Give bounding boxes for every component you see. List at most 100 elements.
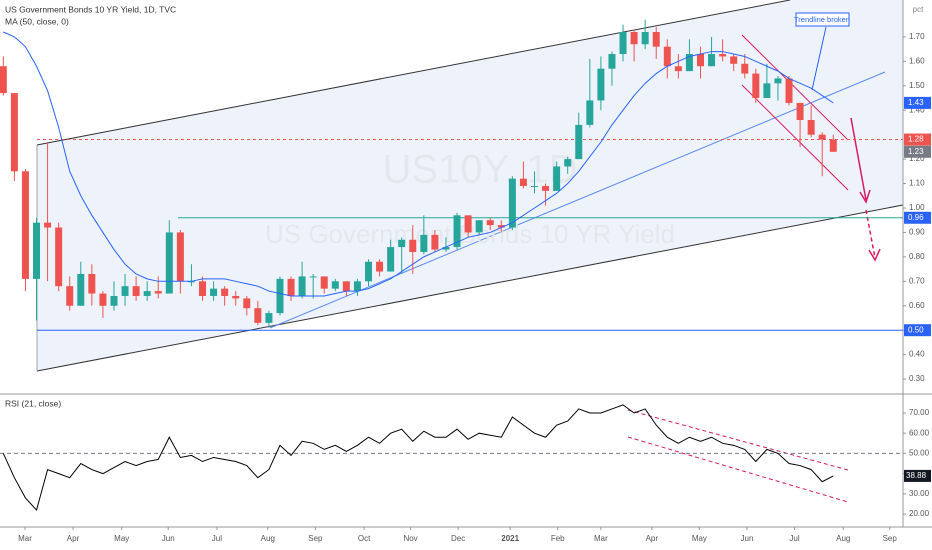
rsi-channel-upper <box>627 409 849 471</box>
x-tick-label: Mar <box>18 534 32 543</box>
x-tick-label: May <box>114 534 129 543</box>
x-tick-label: Apr <box>646 534 659 543</box>
candle-body <box>66 286 74 306</box>
candle-body <box>641 32 649 45</box>
candle-body <box>652 32 660 47</box>
candle-body <box>10 93 18 172</box>
annotation-box <box>795 12 850 27</box>
arrow-head <box>859 189 871 204</box>
x-tick-label: Jul <box>212 534 222 543</box>
rsi-tick-label: 70.00 <box>909 408 930 417</box>
y-tick-label: 0.40 <box>909 350 925 359</box>
rsi-label-box <box>904 469 931 482</box>
x-tick-label: Sep <box>883 534 898 543</box>
candle-body <box>165 232 173 294</box>
price-label-box <box>904 211 931 224</box>
unit-label: pct <box>913 5 924 14</box>
candle-body <box>442 247 450 250</box>
candle-body <box>708 54 716 67</box>
candle-body <box>365 261 373 282</box>
ma-line <box>3 31 834 297</box>
drawings <box>0 0 932 528</box>
candle-body <box>530 185 538 187</box>
candle-body <box>55 227 63 287</box>
arrow <box>850 117 867 201</box>
arrow-head <box>868 248 881 262</box>
candle-body <box>475 220 483 233</box>
candle-body <box>342 281 350 292</box>
x-tick-label: Sep <box>308 534 323 543</box>
candle-body <box>99 293 107 306</box>
candle-body <box>730 56 738 64</box>
price-label: 1.28 <box>908 135 924 144</box>
down-channel-upper <box>741 34 849 141</box>
candle-body <box>232 295 240 299</box>
candle-body <box>0 66 7 94</box>
annotation-arrow <box>811 26 827 91</box>
y-tick-label: 1.60 <box>909 56 925 65</box>
x-tick-label: Oct <box>358 534 371 543</box>
candle-body <box>320 276 328 289</box>
legend-entry: MA (50, close, 0) <box>5 16 69 26</box>
candle-body <box>77 273 85 306</box>
candle-body <box>752 73 760 99</box>
rsi-tick-label: 20.00 <box>909 509 930 518</box>
price-label-box <box>904 145 931 158</box>
annotation: Trendline broken <box>794 15 850 24</box>
candle-body <box>243 298 251 309</box>
price-label: 1.43 <box>908 98 924 107</box>
candle-body <box>553 166 561 191</box>
candle-body <box>387 247 395 272</box>
y-tick-label: 0.90 <box>909 228 925 237</box>
candle-body <box>154 291 162 294</box>
candle-body <box>519 178 527 186</box>
candle-body <box>453 215 461 248</box>
rsi-line <box>2 404 834 512</box>
candle-body <box>33 222 41 279</box>
candle-body <box>44 222 52 228</box>
rsi-channel-lower <box>627 436 849 503</box>
x-tick-label: Nov <box>403 534 417 543</box>
price-label: 0.96 <box>908 213 924 222</box>
candle-body <box>420 234 428 252</box>
y-tick-label: 1.70 <box>909 32 925 41</box>
candle-body <box>431 234 439 250</box>
candle-body <box>696 54 704 67</box>
rsi-label: 38.88 <box>906 471 927 480</box>
candle-body <box>88 273 96 294</box>
candle-body <box>331 281 339 289</box>
price-label: 0.50 <box>908 325 924 334</box>
candle-body <box>719 54 727 57</box>
candle-body <box>508 178 516 228</box>
candle-body <box>685 54 693 72</box>
candle-body <box>796 102 804 121</box>
x-tick-label: Jul <box>789 534 799 543</box>
x-tick-label: Aug <box>836 534 850 543</box>
price-label-box <box>904 324 931 337</box>
price-label-box <box>904 96 931 109</box>
y-tick-label: 1.20 <box>909 154 925 163</box>
channel-upper <box>36 0 791 146</box>
y-tick-label: 1.50 <box>909 81 925 90</box>
candle-body <box>608 54 616 69</box>
y-tick-label: 0.60 <box>909 301 925 310</box>
watermark: US10Y, 1D <box>383 148 578 192</box>
candle-body <box>542 185 550 191</box>
candle-body <box>674 66 682 72</box>
x-tick-label: Dec <box>451 534 465 543</box>
x-tick-label: Jun <box>162 534 175 543</box>
candle-body <box>829 139 837 152</box>
candle-body <box>287 278 295 296</box>
price-label: 1.23 <box>908 147 924 156</box>
down-channel-lower <box>741 84 849 191</box>
x-tick-label: Apr <box>67 534 80 543</box>
rsi-tick-label: 50.00 <box>909 449 930 458</box>
candle-body <box>564 159 572 167</box>
candle-body <box>265 313 273 323</box>
candle-body <box>497 225 505 228</box>
candle-body <box>176 232 184 282</box>
y-tick-label: 1.10 <box>909 179 925 188</box>
candle-body <box>597 68 605 101</box>
